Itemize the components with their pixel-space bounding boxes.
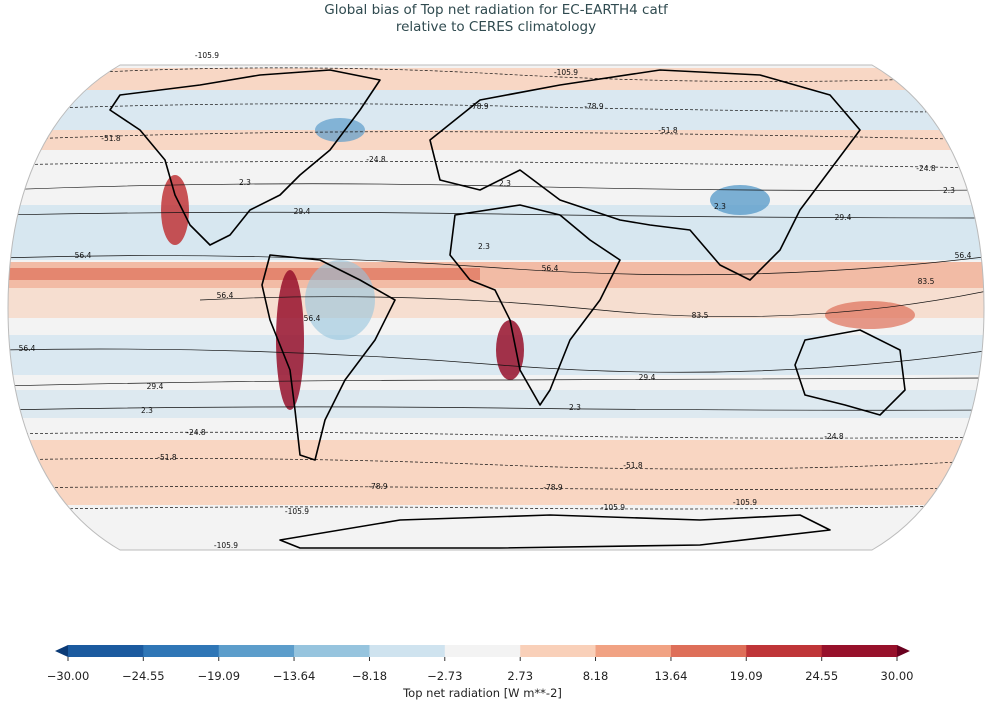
colorbar-bin xyxy=(520,645,597,657)
contour-label: 83.5 xyxy=(692,311,709,320)
colorbar-label: Top net radiation [W m**-2] xyxy=(402,686,562,700)
colorbar-tick-label: 8.18 xyxy=(583,669,609,683)
contour-label: -78.9 xyxy=(584,102,604,111)
contour-label: -105.9 xyxy=(195,51,219,60)
contour-label: -24.8 xyxy=(824,432,844,441)
colorbar-bin xyxy=(670,645,747,657)
colorbar-tick-label: 24.55 xyxy=(805,669,838,683)
contour-label: -105.9 xyxy=(601,503,625,512)
colorbar-tick-label: −24.55 xyxy=(122,669,165,683)
contour-label: 2.3 xyxy=(714,202,726,211)
contour-label: -24.8 xyxy=(186,428,206,437)
colorbar-tick-label: −19.09 xyxy=(197,669,240,683)
contour-label: 29.4 xyxy=(639,373,656,382)
title-line: relative to CERES climatology xyxy=(396,19,596,35)
contour-label: -105.9 xyxy=(214,541,238,550)
colorbar-tick-label: 30.00 xyxy=(881,669,914,683)
contour-label: -105.9 xyxy=(733,498,757,507)
contour-label: 56.4 xyxy=(75,251,92,260)
contour-label: -105.9 xyxy=(285,507,309,516)
colorbar-tick-label: −30.00 xyxy=(47,669,90,683)
colorbar-bin xyxy=(444,645,521,657)
contour-label: -51.8 xyxy=(101,134,121,143)
contour-label: 83.5 xyxy=(918,277,935,286)
colorbar-tick-label: −2.73 xyxy=(427,669,462,683)
contour-label: 56.4 xyxy=(19,344,36,353)
contour-label: -24.8 xyxy=(916,164,936,173)
colorbar-bin xyxy=(821,645,898,657)
contour-label: 56.4 xyxy=(955,251,972,260)
contour-label: -78.9 xyxy=(469,102,489,111)
contour-label: 56.4 xyxy=(304,314,321,323)
contour-label: 2.3 xyxy=(499,179,511,188)
colorbar-bin xyxy=(218,645,295,657)
colorbar-bin xyxy=(369,645,446,657)
contour-label: 2.3 xyxy=(239,178,251,187)
colorbar-tick-label: 13.64 xyxy=(654,669,687,683)
contour-label: 2.3 xyxy=(478,242,490,251)
colorbar-bin xyxy=(746,645,823,657)
contour-label: -78.9 xyxy=(368,482,388,491)
contour-label: 29.4 xyxy=(147,382,164,391)
title-line: Global bias of Top net radiation for EC-… xyxy=(324,2,669,18)
colorbar-bin xyxy=(294,645,370,657)
colorbar-extend xyxy=(55,645,68,657)
contour-label: -105.9 xyxy=(554,68,578,77)
colorbar-tick-label: 2.73 xyxy=(507,669,533,683)
contour-label: 2.3 xyxy=(569,403,581,412)
colorbar-tick-label: 19.09 xyxy=(730,669,763,683)
bias-field xyxy=(8,65,984,550)
contour-label: 29.4 xyxy=(835,213,852,222)
colorbar-bin xyxy=(595,645,672,657)
contour-label: 29.4 xyxy=(294,207,311,216)
contour-label: 2.3 xyxy=(943,186,955,195)
colorbar-extend xyxy=(897,645,910,657)
contour-label: -51.8 xyxy=(623,461,643,470)
contour-label: -78.9 xyxy=(543,483,563,492)
colorbar-tick-label: −13.64 xyxy=(273,669,316,683)
colorbar-bin xyxy=(68,645,144,657)
contour-label: 2.3 xyxy=(141,406,153,415)
contour-label: -51.8 xyxy=(658,126,678,135)
contour-label: -51.8 xyxy=(157,453,177,462)
map-border xyxy=(7,64,985,551)
contour-label: 56.4 xyxy=(217,291,234,300)
colorbar-tick-label: −8.18 xyxy=(352,669,387,683)
colorbar-bin xyxy=(143,645,220,657)
contour-label: -24.8 xyxy=(366,155,386,164)
contour-label: 56.4 xyxy=(542,264,559,273)
